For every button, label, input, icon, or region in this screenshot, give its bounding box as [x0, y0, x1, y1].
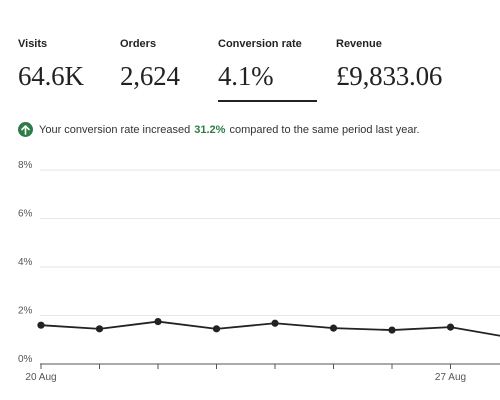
x-tick-label: 20 Aug	[25, 372, 56, 383]
data-point	[154, 317, 162, 326]
y-tick-label: 8%	[18, 160, 33, 171]
notice-prefix: Your conversion rate increased	[39, 123, 191, 136]
conversion-notice: Your conversion rate increased 31.2% com…	[18, 122, 420, 137]
arrow-up-icon	[18, 122, 33, 137]
y-tick-label: 0%	[18, 354, 33, 365]
conversion-rate-chart: 8% 6% 4% 2% 0% 20 Aug 27 Aug	[0, 150, 500, 400]
chart-svg: 8% 6% 4% 2% 0% 20 Aug 27 Aug	[18, 160, 500, 383]
metric-label: Visits	[18, 38, 48, 50]
data-point	[212, 325, 221, 333]
data-point	[446, 323, 455, 331]
active-tab-indicator	[218, 100, 317, 102]
data-point	[388, 326, 396, 334]
data-point	[271, 319, 279, 327]
metric-value: £9,833.06	[336, 61, 443, 91]
metric-value: 2,624	[120, 61, 180, 91]
metric-value: 4.1%	[218, 61, 274, 91]
series-line	[40, 320, 500, 337]
notice-suffix: compared to the same period last year.	[229, 123, 420, 136]
metric-label: Conversion rate	[218, 38, 302, 50]
metric-visits[interactable]: Visits 64.6K	[18, 38, 84, 91]
data-point	[37, 321, 45, 329]
data-point	[95, 325, 104, 333]
y-tick-label: 2%	[18, 306, 33, 317]
metric-label: Orders	[120, 38, 157, 50]
y-tick-label: 4%	[18, 257, 33, 268]
notice-percent: 31.2%	[194, 123, 226, 136]
y-tick-label: 6%	[18, 209, 33, 220]
metric-value: 64.6K	[18, 61, 84, 91]
data-point	[329, 324, 338, 332]
metric-revenue[interactable]: Revenue £9,833.06	[336, 38, 442, 91]
metric-label: Revenue	[336, 38, 382, 50]
x-tick-label: 27 Aug	[435, 372, 466, 383]
metric-conversion-rate[interactable]: Conversion rate 4.1%	[218, 38, 317, 102]
metric-orders[interactable]: Orders 2,624	[120, 38, 180, 91]
